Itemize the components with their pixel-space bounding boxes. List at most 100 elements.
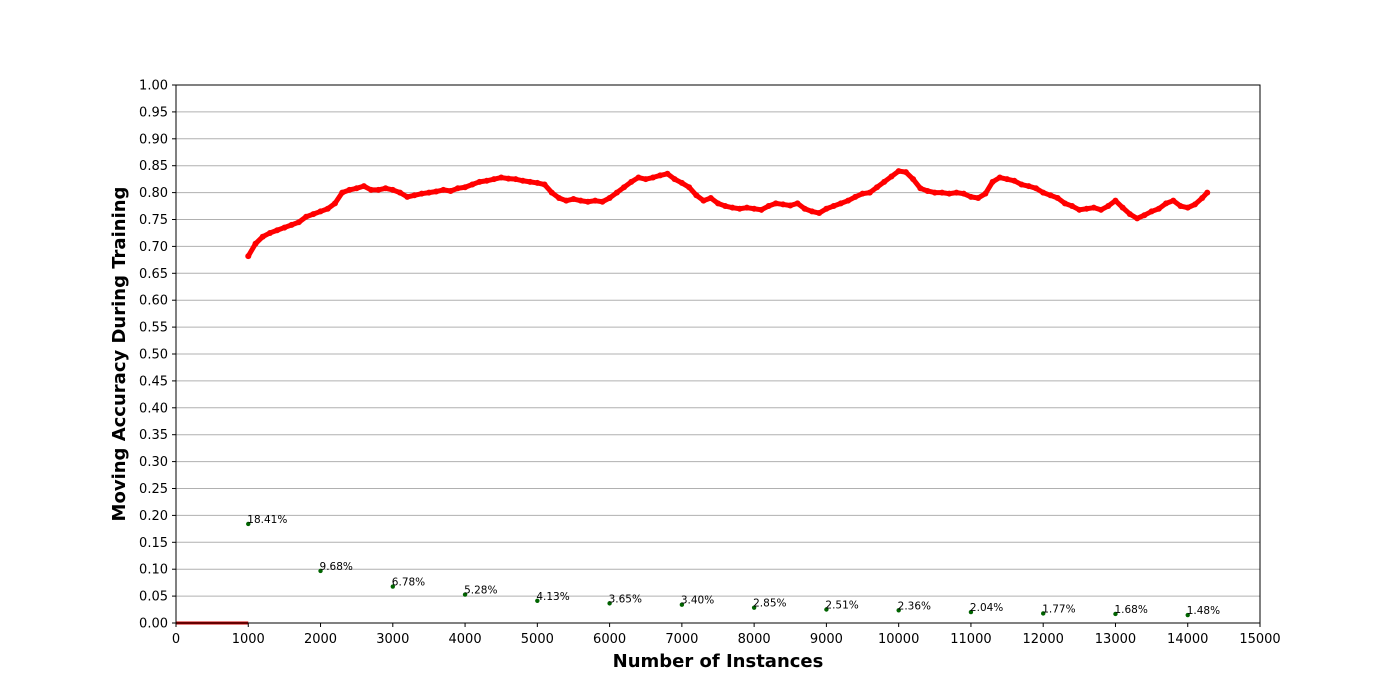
accuracy-point <box>736 205 743 212</box>
accuracy-point <box>563 197 570 204</box>
x-tick-label: 14000 <box>1167 632 1208 647</box>
accuracy-point <box>259 233 266 240</box>
accuracy-point <box>902 169 909 176</box>
x-tick-label: 6000 <box>593 632 626 647</box>
accuracy-point <box>1090 204 1097 211</box>
accuracy-point <box>910 176 917 183</box>
error-label: 9.68% <box>320 561 353 573</box>
accuracy-point <box>490 176 497 183</box>
accuracy-point <box>649 174 656 181</box>
accuracy-point <box>657 172 664 179</box>
accuracy-point <box>1047 192 1054 199</box>
y-tick-label: 0.35 <box>139 428 168 443</box>
accuracy-point <box>418 190 425 197</box>
accuracy-point <box>368 186 375 193</box>
y-tick-label: 1.00 <box>139 79 168 94</box>
y-tick-label: 0.65 <box>139 267 168 282</box>
y-tick-label: 0.50 <box>139 348 168 363</box>
accuracy-point <box>953 189 960 196</box>
accuracy-point <box>375 186 382 193</box>
accuracy-point <box>830 203 837 210</box>
accuracy-point <box>505 175 512 182</box>
accuracy-point <box>1032 185 1039 192</box>
error-label: 1.48% <box>1187 605 1220 617</box>
accuracy-point <box>288 221 295 228</box>
accuracy-point <box>303 213 310 220</box>
accuracy-point <box>715 200 721 207</box>
accuracy-point <box>967 193 974 200</box>
accuracy-point <box>686 184 693 191</box>
x-tick-label: 5000 <box>521 632 554 647</box>
accuracy-point <box>852 193 859 200</box>
x-tick-label: 4000 <box>449 632 482 647</box>
accuracy-point <box>1061 200 1068 207</box>
accuracy-point <box>404 193 411 200</box>
x-tick-label: 12000 <box>1023 632 1064 647</box>
x-tick-label: 3000 <box>376 632 409 647</box>
accuracy-point <box>599 198 606 205</box>
accuracy-point <box>693 192 700 199</box>
accuracy-point <box>1126 211 1133 218</box>
error-point <box>390 584 395 589</box>
accuracy-point <box>519 177 526 184</box>
accuracy-point <box>1004 176 1011 183</box>
error-point <box>1113 611 1118 617</box>
y-tick-label: 0.60 <box>139 294 168 309</box>
x-axis: 0 1000 2000 3000 4000 5000 6000 7000 8000 9000 100… <box>172 623 1281 647</box>
y-tick-label: 0.55 <box>139 321 168 336</box>
accuracy-point <box>671 176 678 183</box>
accuracy-point <box>295 219 302 226</box>
accuracy-point <box>310 211 317 218</box>
accuracy-point <box>700 197 707 204</box>
error-label: 3.65% <box>609 593 642 605</box>
y-tick-label: 0.45 <box>139 374 168 389</box>
accuracy-point <box>975 194 982 201</box>
accuracy-point <box>360 183 367 190</box>
gridlines <box>176 111 1260 597</box>
x-tick-label: 13000 <box>1095 632 1136 647</box>
accuracy-point <box>274 227 281 234</box>
y-tick-label: 0.10 <box>139 563 168 578</box>
error-point <box>679 602 685 607</box>
accuracy-point <box>483 177 490 184</box>
accuracy-point <box>527 178 534 185</box>
accuracy-point <box>678 179 685 186</box>
accuracy-point <box>707 194 714 201</box>
accuracy-point <box>447 187 454 194</box>
accuracy-point <box>794 200 801 207</box>
x-axis-title: Number of Instances <box>613 651 824 672</box>
accuracy-point <box>606 194 613 201</box>
accuracy-point <box>1155 205 1162 212</box>
accuracy-point <box>534 179 541 186</box>
accuracy-point <box>1148 208 1155 215</box>
accuracy-point <box>1040 189 1047 196</box>
accuracy-point <box>1076 206 1083 213</box>
accuracy-point <box>895 168 902 175</box>
error-label: 2.85% <box>753 598 786 610</box>
accuracy-point <box>1119 204 1126 211</box>
error-label: 18.41% <box>247 514 287 526</box>
accuracy-point <box>252 240 259 247</box>
accuracy-point <box>541 181 548 188</box>
x-tick-label: 0 <box>172 632 180 647</box>
accuracy-point <box>1112 197 1119 204</box>
accuracy-point <box>808 208 815 215</box>
accuracy-point <box>454 185 461 192</box>
accuracy-point <box>584 198 591 205</box>
accuracy-point <box>592 197 599 204</box>
error-point <box>607 601 612 606</box>
accuracy-point <box>837 200 844 207</box>
error-label: 2.51% <box>825 599 858 611</box>
accuracy-point <box>462 184 469 191</box>
accuracy-point <box>548 189 555 196</box>
accuracy-point <box>389 186 396 193</box>
accuracy-point <box>1025 183 1032 190</box>
accuracy-point <box>266 229 273 236</box>
error-label: 5.28% <box>464 585 497 597</box>
accuracy-point <box>281 224 288 231</box>
error-label: 1.68% <box>1114 604 1147 616</box>
error-point <box>1041 611 1046 616</box>
y-axis: 0.00 0.05 0.10 0.15 0.20 0.25 0.30 0.35 0.40 0.45… <box>139 79 176 632</box>
accuracy-point <box>888 173 895 180</box>
accuracy-point <box>621 184 628 191</box>
